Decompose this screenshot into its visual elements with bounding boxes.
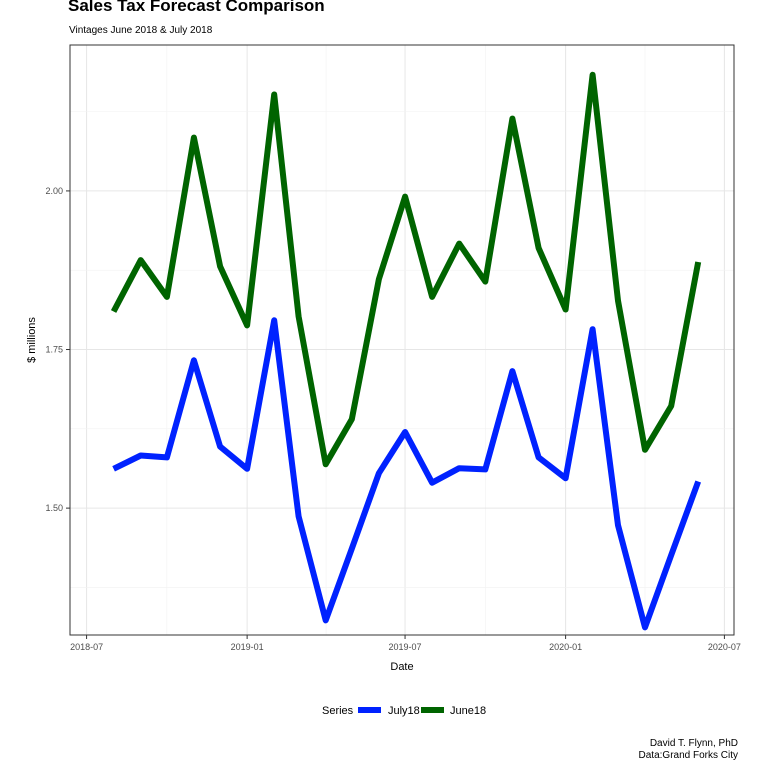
series-line-july18 xyxy=(112,317,702,631)
x-tick-label: 2019-07 xyxy=(389,642,422,652)
grid-lines xyxy=(70,45,734,635)
series-line-june18 xyxy=(110,71,702,468)
x-tick-label: 2018-07 xyxy=(70,642,103,652)
caption: David T. Flynn, PhD Data:Grand Forks Cit… xyxy=(639,738,738,762)
y-tick-label: 1.75 xyxy=(45,345,63,355)
y-axis-title: $ millions xyxy=(26,317,38,363)
y-tick-label: 1.50 xyxy=(45,503,63,513)
legend: Series July18 June18 xyxy=(322,705,486,717)
legend-title: Series xyxy=(322,705,354,717)
y-tick-label: 2.00 xyxy=(45,186,63,196)
x-tick-label: 2019-01 xyxy=(231,642,264,652)
series-layer xyxy=(110,71,702,631)
x-axis-title: Date xyxy=(390,661,413,673)
caption-source: Data:Grand Forks City xyxy=(638,750,738,761)
caption-author: David T. Flynn, PhD xyxy=(649,738,738,749)
axes: 2018-07 2019-01 2019-07 2020-01 2020-07 1.50 1… xyxy=(45,186,740,652)
plot-border xyxy=(69,44,735,636)
legend-label-july18: July18 xyxy=(388,705,420,717)
x-tick-label: 2020-01 xyxy=(549,642,582,652)
plot-panel xyxy=(70,45,734,635)
x-tick-label: 2020-07 xyxy=(708,642,741,652)
chart-title: Sales Tax Forecast Comparison xyxy=(68,0,325,15)
legend-label-june18: June18 xyxy=(450,705,486,717)
chart-subtitle: Vintages June 2018 & July 2018 xyxy=(69,25,213,36)
